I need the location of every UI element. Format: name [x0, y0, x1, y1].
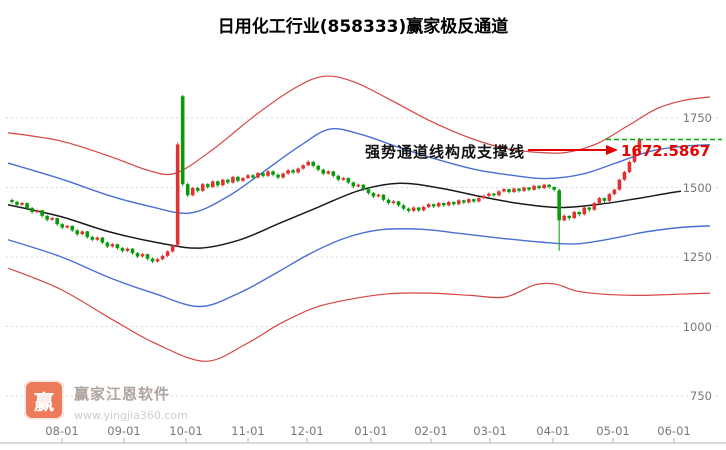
y-axis-label: 1000: [680, 319, 714, 334]
y-axis-label: 750: [688, 389, 714, 403]
support-arrow: [528, 145, 618, 155]
y-axis-label: 1250: [680, 250, 714, 264]
chart-title: 日用化工行业(858333)赢家极反通道: [217, 17, 509, 37]
watermark-text: 赢家江恩软件 www.yingjia360.com: [74, 380, 188, 422]
candlesticks: [10, 94, 642, 264]
x-axis-label: 05-01: [596, 424, 630, 438]
watermark: 赢 赢家江恩软件 www.yingjia360.com: [24, 380, 188, 422]
x-axis-label: 10-01: [169, 424, 203, 438]
current-price-label: 1672.5867: [621, 142, 711, 160]
support-annotation-text: 强势通道线构成支撑线: [364, 143, 525, 161]
x-axis-label: 06-01: [657, 424, 691, 438]
watermark-logo-icon: 赢: [24, 380, 64, 420]
y-axis-label: 1750: [680, 111, 714, 125]
line-channel-lower-red: [7, 267, 711, 362]
x-axis-label: 01-01: [354, 424, 388, 438]
line-channel-upper-red: [7, 75, 711, 176]
x-axis-label: 02-01: [414, 424, 448, 438]
line-channel-middle-black: [7, 182, 711, 249]
x-axis-label: 04-01: [536, 424, 570, 438]
x-axis-label: 08-01: [45, 424, 79, 438]
gridlines: [6, 117, 720, 397]
line-channel-lower-blue: [7, 225, 711, 308]
line-channel-upper-blue: [7, 128, 711, 215]
y-axis-label: 1500: [680, 180, 714, 195]
watermark-url: www.yingjia360.com: [74, 409, 188, 422]
watermark-logo-glyph: 赢: [34, 389, 54, 414]
x-axis-label: 12-01: [290, 424, 324, 438]
x-axis-label: 03-01: [473, 424, 507, 438]
x-axis-label: 09-01: [107, 424, 141, 438]
x-axis-line: [0, 438, 726, 444]
watermark-brand: 赢家江恩软件: [74, 385, 171, 403]
x-axis-label: 11-01: [231, 424, 265, 438]
